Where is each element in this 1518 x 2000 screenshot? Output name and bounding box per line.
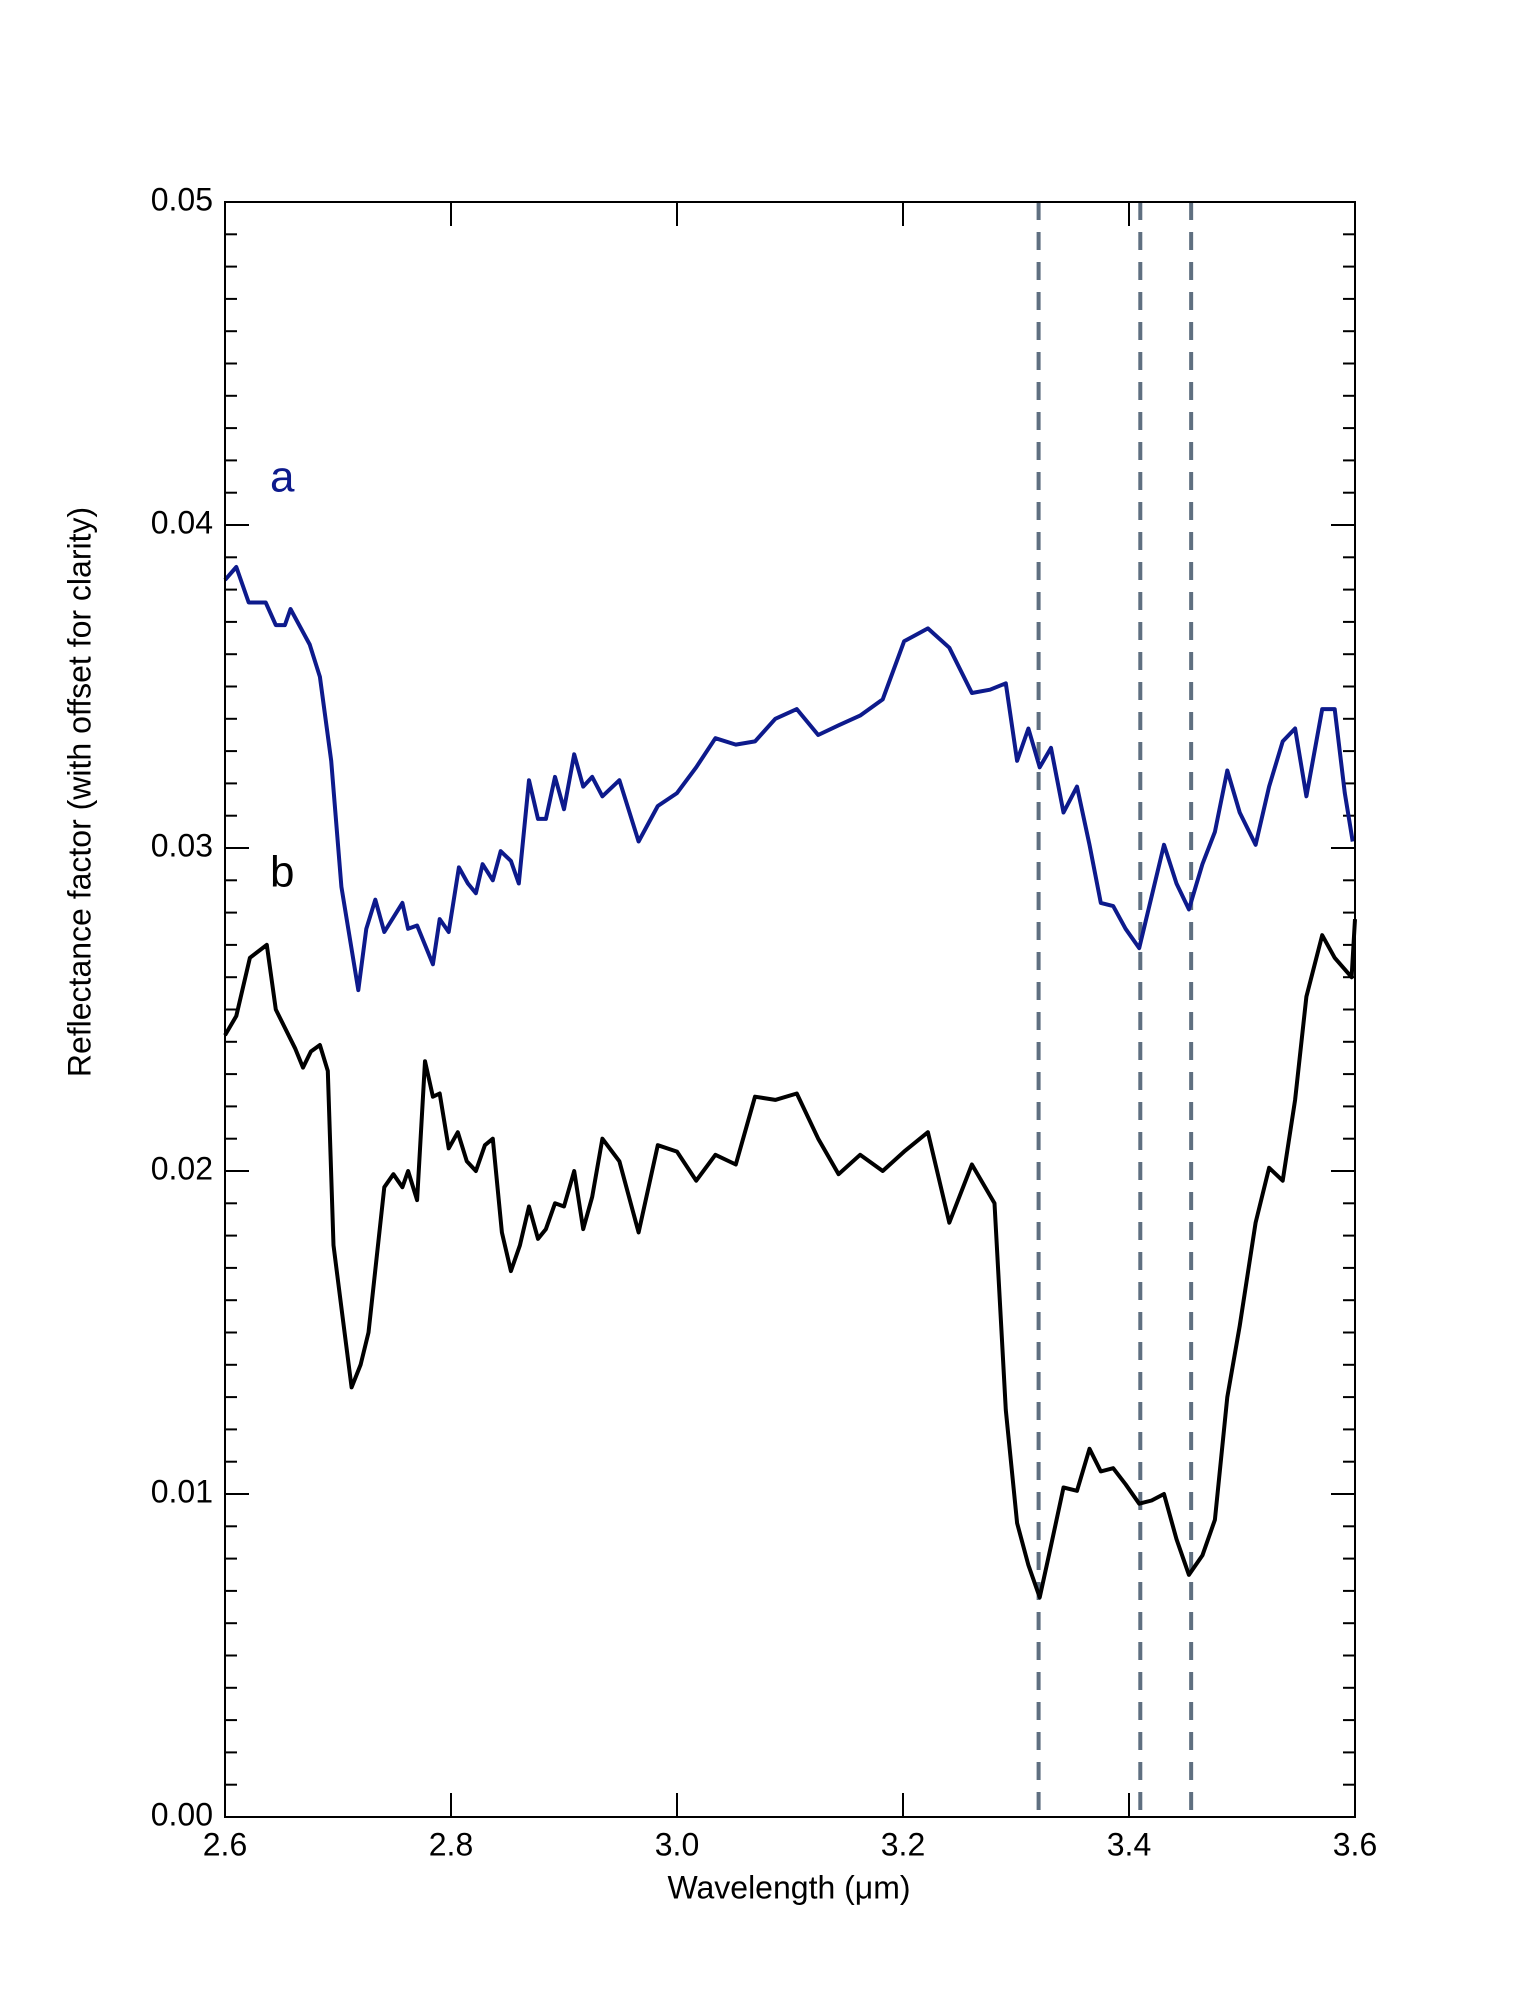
series-line [223, 918, 1357, 1600]
series-label: a [270, 453, 295, 502]
y-tick-label: 0.00 [151, 1796, 213, 1832]
y-tick-label: 0.02 [151, 1150, 213, 1186]
y-tick-label: 0.04 [151, 504, 213, 540]
series-label: b [270, 848, 294, 897]
x-tick-label: 3.6 [1333, 1826, 1377, 1862]
y-axis-title: Reflectance factor (with offset for clar… [61, 507, 97, 1077]
y-tick-label: 0.03 [151, 827, 213, 863]
y-tick-label: 0.01 [151, 1473, 213, 1509]
x-tick-label: 3.4 [1107, 1826, 1151, 1862]
x-tick-label: 3.2 [881, 1826, 925, 1862]
x-tick-label: 3.0 [655, 1826, 699, 1862]
x-axis-title: Wavelength (μm) [667, 1869, 910, 1905]
series-line [223, 565, 1355, 993]
x-tick-label: 2.8 [429, 1826, 473, 1862]
y-tick-label: 0.05 [151, 181, 213, 217]
plot-frame [224, 201, 1356, 1818]
x-tick-label: 2.6 [203, 1826, 247, 1862]
